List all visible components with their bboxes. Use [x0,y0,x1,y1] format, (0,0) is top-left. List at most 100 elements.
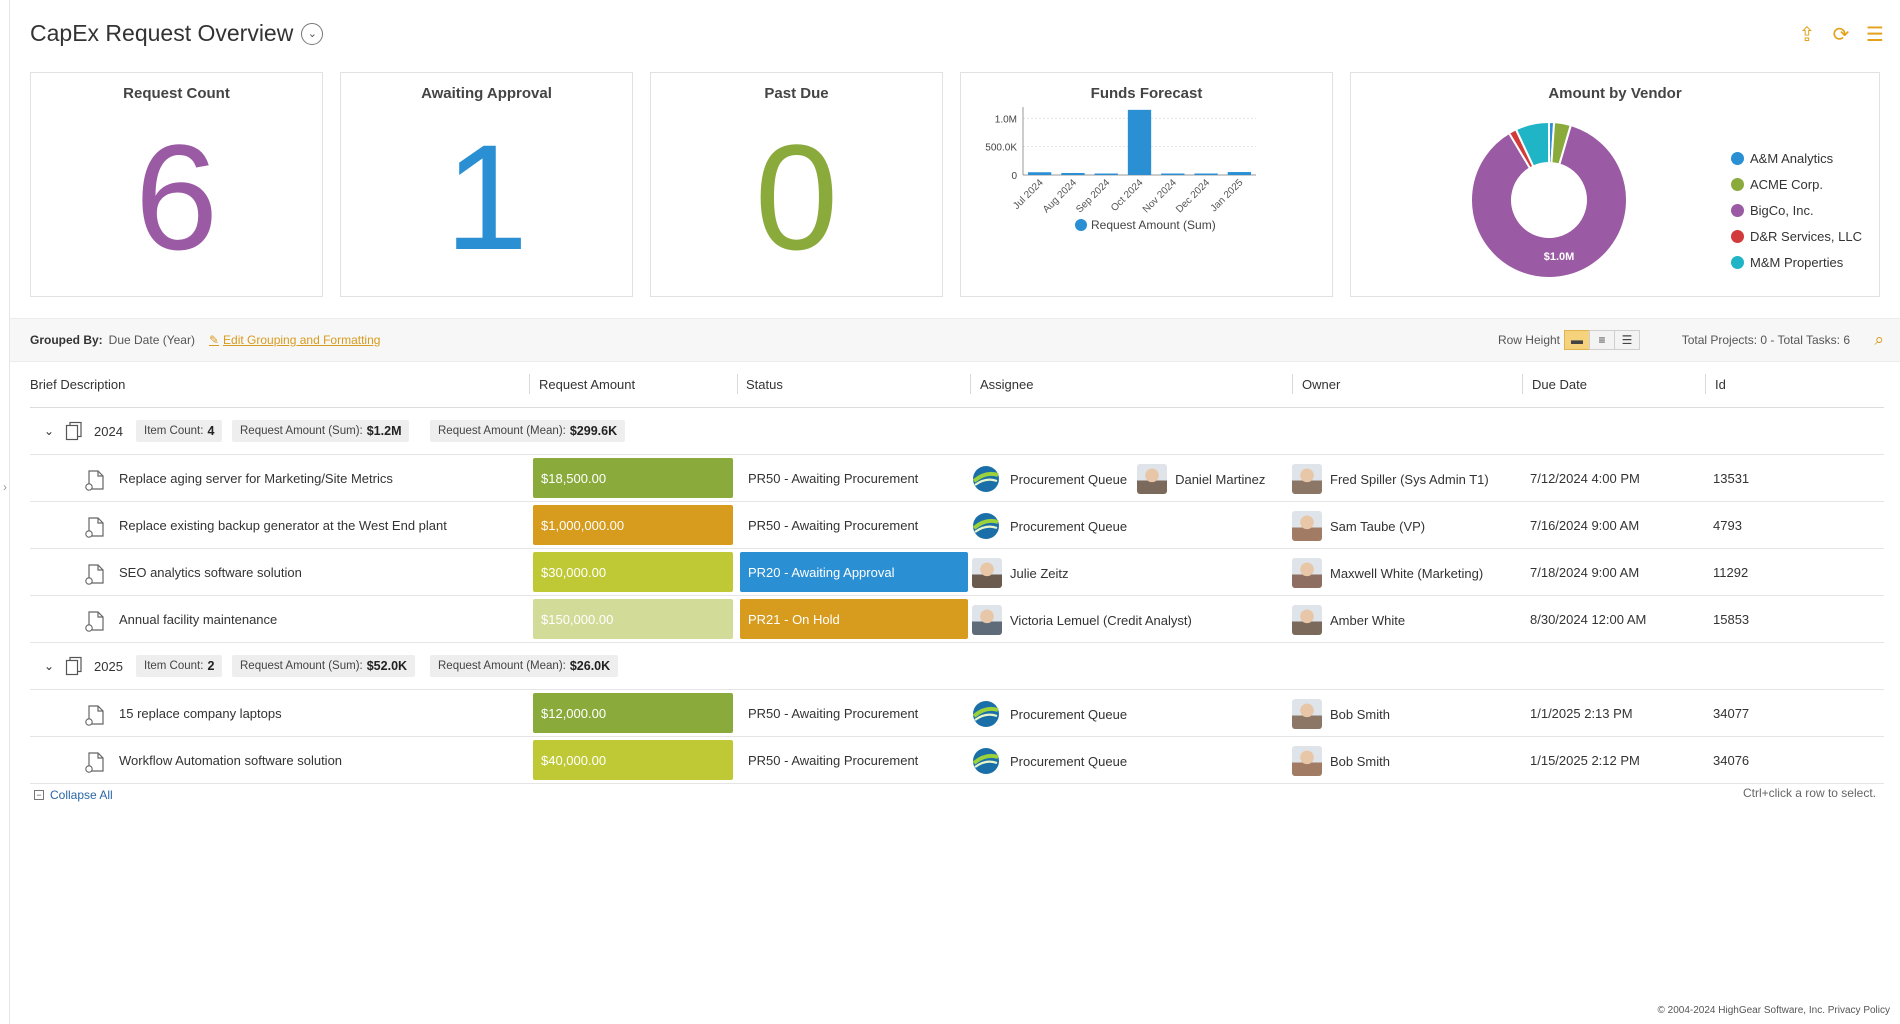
owner-name[interactable]: Maxwell White (Marketing) [1330,565,1484,581]
legend-item[interactable]: A&M Analytics [1731,145,1862,171]
legend-item[interactable]: ACME Corp. [1731,171,1862,197]
table-row[interactable]: SEO analytics software solution $30,000.0… [30,549,1884,596]
slice-bigco-inc-[interactable] [1470,123,1628,279]
column-header-brief-description[interactable]: Brief Description [30,377,126,392]
collapse-all-button[interactable]: − Collapse All [34,788,113,802]
legend-label: A&M Analytics [1750,150,1834,166]
refresh-icon[interactable]: ⟳ [1832,24,1850,46]
record-id: 15853 [1713,612,1750,627]
due-date: 1/15/2025 2:12 PM [1530,753,1640,768]
vendor-legend: A&M Analytics ACME Corp. BigCo, Inc. D&R Se… [1731,145,1862,275]
row-height-large-button[interactable]: ▬ [1564,330,1590,350]
assignee-cell: Procurement Queue [972,699,1127,729]
left-rail: › [0,0,10,1024]
pill-value: $26.0K [569,659,611,673]
owner-name[interactable]: Amber White [1330,612,1406,628]
amount-by-vendor-chart: $1.0M [1470,120,1628,279]
row-height-medium-button[interactable]: ≡ [1589,330,1615,350]
brief-description[interactable]: Replace aging server for Marketing/Site … [119,471,393,486]
request-amount-cell: $12,000.00 [533,693,733,733]
table-row[interactable]: Workflow Automation software solution $40… [30,737,1884,784]
card-title: Past Due [764,85,829,102]
status-cell: PR50 - Awaiting Procurement [748,470,919,486]
past-due-value: 0 [754,113,839,281]
status-cell: PR50 - Awaiting Procurement [748,705,919,721]
document-attachment-icon [84,516,106,538]
procurement-queue-logo [972,701,999,727]
avatar [972,558,1002,588]
expand-panel-icon[interactable]: › [3,480,7,494]
top-toolbar: ⇪ ⟳ ☰ [1796,22,1886,47]
brief-description[interactable]: SEO analytics software solution [119,565,302,580]
assignee-name[interactable]: Procurement Queue [1010,471,1128,487]
legend-item[interactable]: M&M Properties [1731,249,1862,275]
slice-m-m-properties[interactable] [1514,120,1550,168]
pill-value: 2 [207,659,215,673]
legend-item[interactable]: BigCo, Inc. [1731,197,1862,223]
x-tick-label: Jan 2025 [1209,177,1246,214]
edit-grouping-link[interactable]: ✎ Edit Grouping and Formatting [209,333,380,347]
column-header-status[interactable]: Status [746,377,783,392]
brief-description[interactable]: Replace existing backup generator at the… [119,518,447,533]
card-awaiting-approval[interactable]: Awaiting Approval 1 [340,72,633,297]
owner-name[interactable]: Fred Spiller (Sys Admin T1) [1330,471,1489,487]
legend-label: BigCo, Inc. [1750,202,1814,218]
search-comment-icon[interactable]: ⌕ [1874,330,1884,349]
assignee-cell: Procurement Queue [972,511,1127,541]
card-funds-forecast[interactable]: Funds Forecast 0 500.0K 1.0M Jul 2024 Aug 20… [960,72,1333,297]
legend-swatch [1731,229,1744,243]
procurement-queue-logo [972,748,999,774]
column-header-id[interactable]: Id [1715,377,1726,392]
table-row[interactable]: Replace existing backup generator at the… [30,502,1884,549]
column-header-assignee[interactable]: Assignee [980,377,1034,392]
table-row[interactable]: 15 replace company laptops $12,000.00 PR50… [30,690,1884,737]
owner-name[interactable]: Bob Smith [1330,706,1390,722]
bar-sep-2024 [1094,173,1118,175]
record-id: 13531 [1713,471,1750,486]
card-amount-by-vendor[interactable]: Amount by Vendor $1.0M A&M Analytics ACME… [1350,72,1880,297]
grouped-by-label: Grouped By: [30,333,103,347]
list-menu-icon[interactable]: ☰ [1866,24,1884,46]
brief-description[interactable]: Workflow Automation software solution [119,753,343,768]
bar-dec-2024 [1194,173,1218,175]
record-id: 11292 [1713,565,1749,580]
title-dropdown-button[interactable]: ⌄ [301,22,324,45]
card-request-count[interactable]: Request Count 6 [30,72,323,297]
collapse-chevron-icon[interactable]: ⌄ [44,424,55,438]
mean-pill: Request Amount (Mean): $299.6K [430,420,626,442]
column-separator [970,374,971,394]
column-header-request-amount[interactable]: Request Amount [539,377,636,392]
legend-item[interactable]: D&R Services, LLC [1731,223,1862,249]
group-row-2025[interactable]: ⌄ 2025 Item Count: 2 Request Amount (Sum): $5… [30,643,1884,690]
column-header-owner[interactable]: Owner [1302,377,1341,392]
brief-description[interactable]: Annual facility maintenance [119,612,278,627]
row-height-small-button[interactable]: ☰ [1614,330,1640,350]
table-row[interactable]: Replace aging server for Marketing/Site … [30,455,1884,502]
due-date: 7/12/2024 4:00 PM [1530,471,1640,486]
owner-name[interactable]: Sam Taube (VP) [1330,518,1426,534]
assignee-name[interactable]: Procurement Queue [1010,706,1128,722]
column-header-due-date[interactable]: Due Date [1532,377,1587,392]
assignee-name[interactable]: Daniel Martinez [1175,471,1266,487]
pill-value: $299.6K [569,424,618,438]
assignee-name[interactable]: Julie Zeitz [1010,565,1069,581]
assignee-name[interactable]: Victoria Lemuel (Credit Analyst) [1010,612,1192,628]
assignee-cell: Procurement Queue [972,746,1127,776]
document-attachment-icon [84,704,106,726]
collapse-chevron-icon[interactable]: ⌄ [44,659,55,673]
status-cell: PR20 - Awaiting Approval [740,552,968,592]
pill-label: Item Count: [144,660,204,672]
owner-name[interactable]: Bob Smith [1330,753,1390,769]
pill-label: Request Amount (Sum): [240,425,363,437]
due-date: 7/18/2024 9:00 AM [1530,565,1640,580]
card-past-due[interactable]: Past Due 0 [650,72,943,297]
assignee-name[interactable]: Procurement Queue [1010,753,1128,769]
upload-icon[interactable]: ⇪ [1798,24,1816,46]
record-id: 4793 [1713,518,1742,533]
request-amount-cell: $18,500.00 [533,458,733,498]
assignee-name[interactable]: Procurement Queue [1010,518,1128,534]
table-row[interactable]: Annual facility maintenance $150,000.00 PR… [30,596,1884,643]
group-row-2024[interactable]: ⌄ 2024 Item Count: 4 Request Amount (Sum): $1… [30,408,1884,455]
sum-pill: Request Amount (Sum): $52.0K [232,655,416,677]
brief-description[interactable]: 15 replace company laptops [119,706,282,721]
